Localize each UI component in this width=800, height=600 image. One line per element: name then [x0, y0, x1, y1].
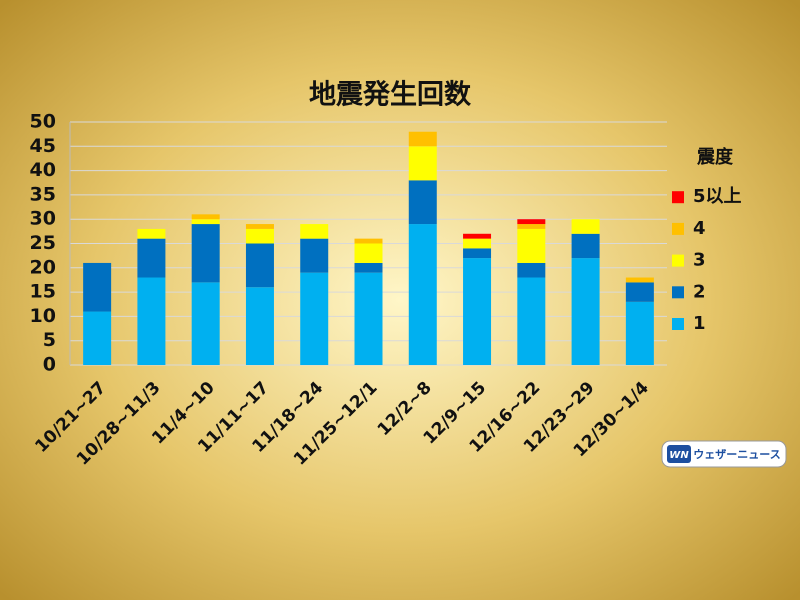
bar-segment	[300, 224, 329, 239]
bar-segment	[463, 248, 492, 259]
y-tick-label: 0	[43, 354, 56, 376]
y-tick-label: 35	[30, 183, 56, 205]
y-tick-label: 25	[30, 232, 56, 254]
bar-segment	[625, 301, 654, 365]
bar-segment	[571, 233, 600, 259]
bar-segment	[83, 262, 112, 312]
logo-box	[661, 440, 787, 468]
logo-mark: WN	[669, 450, 689, 461]
bar-segment	[354, 238, 383, 244]
bar-segment	[245, 228, 274, 244]
y-tick-label: 45	[30, 135, 56, 157]
bar-segment	[300, 238, 329, 273]
y-tick-label: 40	[30, 159, 56, 181]
logo: WN ウェザーニュース	[661, 440, 787, 468]
bar-segment	[137, 277, 166, 365]
bar-segment	[625, 277, 654, 283]
legend-label: 1	[693, 313, 706, 334]
bar-segment	[571, 258, 600, 365]
legend-swatch	[672, 318, 684, 330]
bar-segment	[517, 262, 546, 278]
y-tick-label: 5	[43, 329, 56, 351]
legend-swatch	[672, 191, 684, 204]
legend-label: 4	[693, 218, 706, 239]
bar-segment	[463, 258, 492, 365]
bar-segment	[191, 219, 220, 225]
bar-segment	[245, 224, 274, 229]
bar-segment	[191, 282, 220, 365]
legend-swatch	[672, 222, 684, 235]
bar-segment	[408, 131, 437, 147]
bar-segment	[571, 219, 600, 234]
bar-segment	[300, 272, 329, 365]
y-tick-label: 20	[30, 256, 56, 278]
legend-title: 震度	[697, 146, 734, 168]
bar-segment	[137, 228, 166, 239]
legend-swatch	[672, 286, 684, 299]
y-tick-label: 50	[30, 111, 56, 133]
legend-label: 2	[693, 281, 706, 302]
logo-text: ウェザーニュース	[693, 448, 780, 461]
bar-segment	[463, 233, 492, 239]
bar-segment	[191, 214, 220, 220]
bar-segment	[354, 243, 383, 263]
bar-segment	[625, 282, 654, 302]
bar-segment	[517, 219, 546, 225]
bar-segment	[517, 224, 546, 229]
legend-label: 5以上	[693, 186, 742, 207]
bar-segment	[83, 311, 112, 365]
bar-segment	[517, 228, 546, 263]
bar-segment	[354, 262, 383, 273]
bar-segment	[408, 180, 437, 225]
bar-segment	[463, 238, 492, 249]
bar-segment	[408, 224, 437, 365]
bar-segment	[245, 287, 274, 365]
bar-segment	[354, 272, 383, 365]
chart-title: 地震発生回数	[309, 80, 472, 111]
y-tick-label: 30	[30, 208, 56, 230]
bar-segment	[517, 277, 546, 365]
logo-badge	[667, 445, 691, 463]
bar-segment	[191, 224, 220, 283]
bar-segment	[137, 238, 166, 278]
legend-swatch	[672, 254, 684, 267]
bar-segment	[408, 146, 437, 181]
bar-segment	[245, 243, 274, 288]
y-tick-label: 10	[30, 305, 56, 327]
legend-label: 3	[693, 250, 706, 271]
y-tick-label: 15	[30, 281, 56, 303]
